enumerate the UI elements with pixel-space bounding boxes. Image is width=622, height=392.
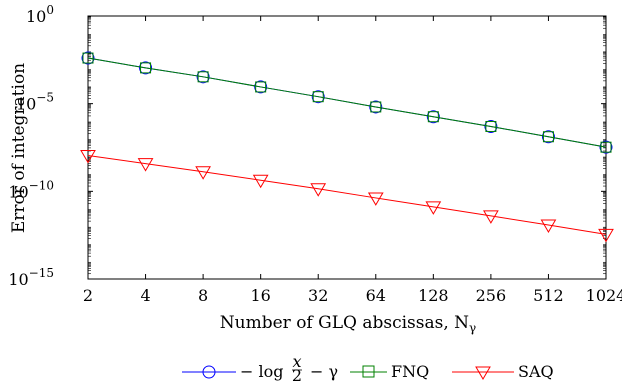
data-point-triangle [137, 158, 154, 172]
data-point-square [370, 101, 382, 113]
data-point-square [140, 62, 152, 74]
x-tick-label: 256 [476, 286, 507, 305]
x-tick-label: 1024 [586, 286, 622, 305]
x-tick-label: 32 [308, 286, 328, 305]
legend-marker-square [362, 365, 375, 378]
series-line-2 [87, 155, 607, 235]
legend-label-saq: SAQ [518, 362, 554, 381]
data-point-circle [426, 110, 440, 124]
x-axis-label-subscript: γ [469, 321, 476, 335]
x-tick-label: 2 [83, 286, 93, 305]
data-point-triangle [483, 210, 499, 224]
data-point-triangle [540, 219, 557, 234]
x-tick-label: 64 [366, 286, 386, 305]
x-tick-label: 128 [418, 286, 449, 305]
data-point-triangle [195, 166, 211, 180]
x-tick-label: 512 [533, 286, 564, 305]
legend-frac-num: x [292, 352, 301, 371]
legend: − log x 2 − γ FNQ SAQ [182, 352, 554, 385]
y-axis-label: Error of integration [9, 63, 29, 233]
data-point-circle [369, 100, 383, 114]
legend-label-log-post: − γ [310, 362, 338, 381]
x-axis-label: Number of GLQ abscissas, Nγ [220, 313, 476, 335]
x-axis-label-text: Number of GLQ abscissas, N [220, 313, 469, 333]
y-tick-label: 10−15 [8, 266, 54, 289]
legend-label-fnq: FNQ [391, 362, 429, 381]
data-point-square [255, 81, 267, 93]
y-tick-label: 10−10 [8, 178, 54, 201]
y-tick-label: 10−5 [16, 91, 54, 114]
legend-label-log: − log [240, 362, 283, 381]
x-tick-label: 4 [140, 286, 150, 305]
y-tick-label: 100 [26, 3, 54, 26]
data-point-square [312, 91, 324, 103]
data-point-triangle [425, 201, 442, 215]
x-tick-label: 16 [250, 286, 270, 305]
x-tick-label: 8 [198, 286, 208, 305]
data-point-triangle [252, 174, 269, 189]
data-point-circle [254, 80, 268, 94]
data-point-circle [139, 61, 153, 75]
data-point-circle [541, 130, 555, 144]
data-point-square [600, 141, 612, 153]
legend-marker-circle [202, 365, 216, 379]
legend-marker-triangle [475, 366, 491, 380]
x-axis-ticks: 2 4 8 16 32 64 128 256 512 1024 [83, 16, 622, 305]
data-point-triangle [598, 228, 614, 243]
legend-frac-den: 2 [292, 366, 302, 385]
data-point-square [542, 131, 554, 143]
data-point-circle [81, 51, 95, 65]
data-point-triangle [80, 150, 96, 164]
data-point-square [485, 120, 497, 132]
data-point-square [427, 111, 439, 123]
data-point-triangle [367, 192, 384, 206]
data-point-triangle [310, 183, 327, 197]
data-point-circle [599, 140, 613, 154]
plot-area [87, 15, 607, 280]
data-point-circle [196, 70, 210, 84]
data-point-circle [484, 119, 498, 133]
y-axis-ticks: 100 10−5 10−10 10−15 [8, 3, 606, 289]
series-layer [80, 51, 614, 243]
data-point-square [197, 71, 209, 83]
series-line-1 [87, 57, 607, 148]
data-point-square [82, 52, 94, 64]
data-point-circle [311, 90, 325, 104]
